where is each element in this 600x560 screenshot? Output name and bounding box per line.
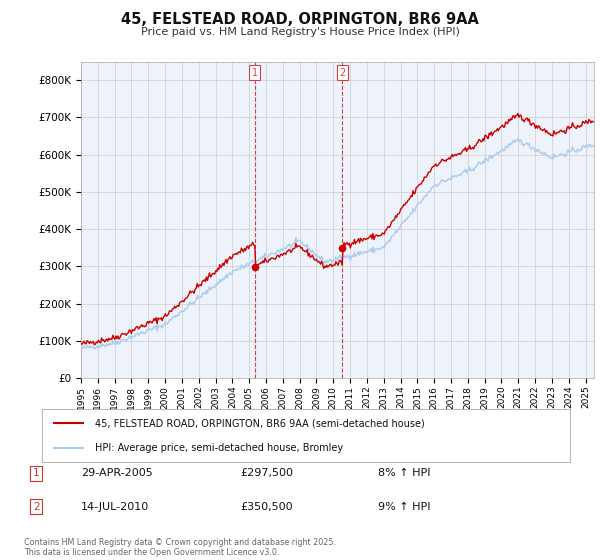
Text: £350,500: £350,500 (240, 502, 293, 512)
Text: 2: 2 (339, 68, 346, 78)
Text: HPI: Average price, semi-detached house, Bromley: HPI: Average price, semi-detached house,… (95, 442, 343, 452)
Text: 29-APR-2005: 29-APR-2005 (81, 468, 153, 478)
Text: Contains HM Land Registry data © Crown copyright and database right 2025.
This d: Contains HM Land Registry data © Crown c… (24, 538, 336, 557)
Text: 45, FELSTEAD ROAD, ORPINGTON, BR6 9AA: 45, FELSTEAD ROAD, ORPINGTON, BR6 9AA (121, 12, 479, 27)
Text: 1: 1 (251, 68, 258, 78)
Text: 1: 1 (33, 468, 40, 478)
Text: 2: 2 (33, 502, 40, 512)
Text: 8% ↑ HPI: 8% ↑ HPI (378, 468, 431, 478)
Text: 9% ↑ HPI: 9% ↑ HPI (378, 502, 431, 512)
Text: 14-JUL-2010: 14-JUL-2010 (81, 502, 149, 512)
Text: £297,500: £297,500 (240, 468, 293, 478)
Text: 45, FELSTEAD ROAD, ORPINGTON, BR6 9AA (semi-detached house): 45, FELSTEAD ROAD, ORPINGTON, BR6 9AA (s… (95, 418, 425, 428)
Text: Price paid vs. HM Land Registry's House Price Index (HPI): Price paid vs. HM Land Registry's House … (140, 27, 460, 37)
